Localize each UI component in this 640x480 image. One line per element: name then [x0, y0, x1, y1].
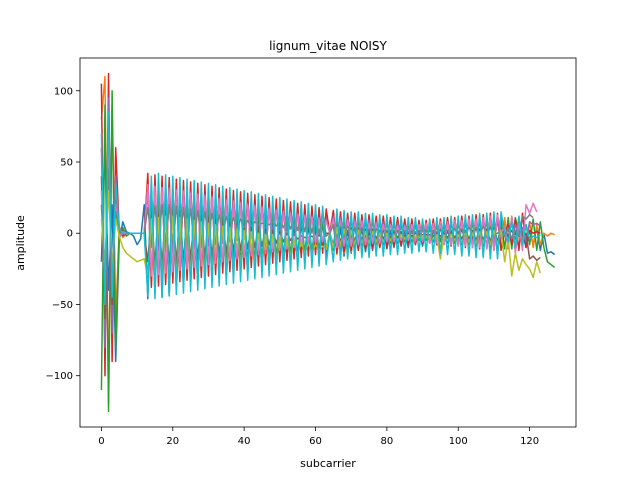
y-axis: −100 −50 0 50 100	[46, 86, 80, 382]
x-tick-label: 20	[166, 436, 179, 447]
y-tick-label: 0	[67, 229, 73, 240]
x-tick-label: 40	[238, 436, 251, 447]
y-tick-label: 50	[60, 158, 73, 169]
x-tick-label: 120	[520, 436, 539, 447]
x-tick-label: 60	[309, 436, 322, 447]
y-axis-label: amplitude	[14, 215, 27, 271]
plot-frame	[79, 57, 577, 428]
x-tick-label: 0	[98, 436, 104, 447]
x-axis: 0 20 40 60 80 100 120	[98, 427, 539, 447]
y-tick-label: −50	[52, 300, 73, 311]
series-line-9	[100, 111, 541, 306]
y-tick-label: 100	[54, 86, 73, 97]
x-tick-label: 100	[449, 436, 468, 447]
y-tick-label: −100	[46, 371, 73, 382]
chart-title: lignum_vitae NOISY	[269, 39, 387, 53]
x-axis-label: subcarrier	[300, 457, 356, 470]
series-layer	[100, 72, 556, 413]
x-tick-label: 80	[381, 436, 394, 447]
